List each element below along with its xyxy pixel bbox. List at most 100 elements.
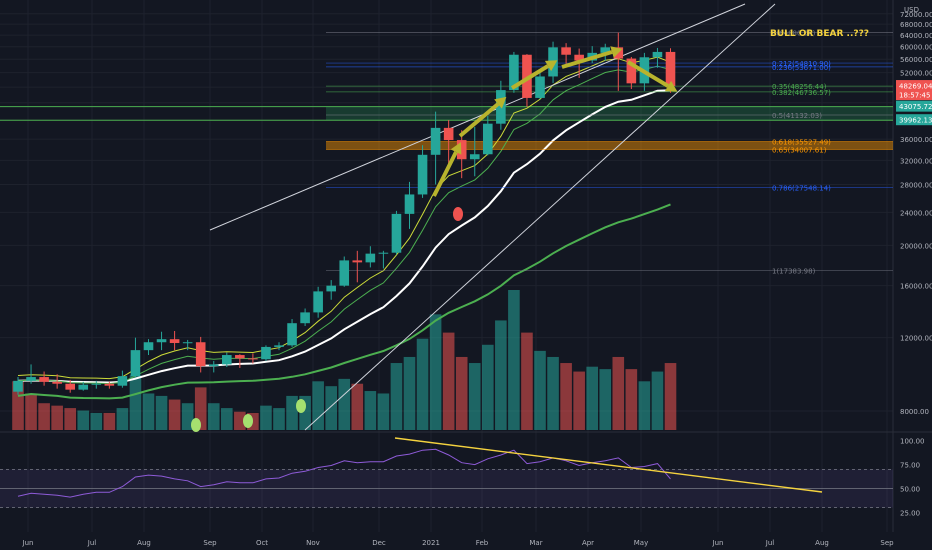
volume-bar [586,366,598,430]
arrow-head [450,142,462,155]
fib-label: 0.618(35527.49) [772,138,831,146]
candle-body [195,342,206,367]
volume-bar [638,381,651,430]
y-tick-label: 12000.00 [900,335,932,343]
candle-body [469,154,480,160]
buy-dot [191,418,201,432]
arrow-shaft [626,60,670,88]
arrow-head [610,46,623,58]
volume-bar [390,363,403,430]
candle-body [326,285,336,292]
volume-bar [416,338,429,430]
candle-body [561,47,571,55]
y-tick-label: 24000.00 [900,209,932,217]
fib-label: 0.212(54810.90) [772,60,831,68]
volume-bar [273,408,285,430]
x-tick-label: Oct [256,539,268,547]
volume-bar [442,332,455,430]
volume-bar [312,381,324,430]
volume-bar [377,393,390,430]
rsi-panel: 25.00 50.00 75.00 100.00 [0,437,925,517]
volume-bar [429,314,442,430]
sell-dot [453,207,463,221]
y-tick-label: 56000.00 [900,56,932,64]
annotation-arrows [432,46,678,197]
volume-bar [468,363,481,430]
volume-bar [612,356,625,430]
candle-body [39,377,49,382]
x-tick-label: Jun [22,539,34,547]
rsi-line [17,448,671,498]
candle-body [574,54,584,61]
candle-body [235,355,245,359]
buy-dot [243,414,253,428]
price-tag-label: 48269.04 [899,83,932,91]
fib-label: 1(17383.98) [772,268,816,276]
candle-body [600,47,611,53]
volume-bar [194,387,207,430]
ema-yellow [17,56,671,380]
candle-body [222,355,232,365]
volume-bar [90,412,103,430]
y-tick-label: 32000.00 [900,157,932,165]
candle-body [313,291,323,313]
arrow-head [494,96,507,109]
rsi-tick-label: 25.00 [900,509,920,517]
volume-bar [12,381,24,430]
y-tick-label: 64000.00 [900,32,932,40]
fib-label: 0.5(41132.03) [772,112,822,120]
y-tick-label: 60000.00 [900,44,932,52]
volume-bar [51,405,63,430]
x-tick-label: May [634,539,648,547]
volume-bar [573,371,585,430]
fib-label: 0.786(27548.14) [772,184,831,192]
candle-body [274,345,284,347]
x-tick-label: Mar [529,539,542,547]
candle-body [378,252,389,254]
x-tick-label: Aug [815,539,829,547]
y-tick-label: 20000.00 [900,242,932,250]
grid [0,0,932,532]
volume-bar [116,408,129,430]
price-tag-label: 43075.72 [899,103,932,111]
candle-body [248,358,258,360]
trend-lines [209,3,776,431]
volume-bars [12,290,677,430]
volume-bar [560,363,572,430]
volume-bar [142,393,155,430]
candle-body [182,342,193,344]
rsi-tick-label: 75.00 [900,462,920,470]
volume-bar [181,403,194,430]
support-zone-green [326,106,893,121]
candle-body [391,213,402,253]
currency-label: USD [904,6,919,14]
fib-label: 0.65(34007.61) [772,146,827,154]
arrow-head [664,80,678,92]
arrow-shaft [432,151,458,197]
trendline-upper [209,3,746,231]
candle-body [417,154,428,195]
volume-bar [234,411,246,430]
arrow-head [544,60,558,72]
x-tick-label: 2021 [422,539,440,547]
arrow-shaft [561,50,613,69]
x-tick-label: Jul [87,539,97,547]
x-tick-label: Sep [880,539,894,547]
candle-body [535,76,545,98]
volume-bar [521,332,533,430]
candle-body [456,140,467,160]
volume-bar [482,344,494,430]
rsi-tick-label: 50.00 [900,486,920,494]
candle-body [404,194,415,214]
candle-body [65,383,75,390]
volume-bar [286,395,298,430]
candle-body [130,350,141,377]
candle-body [652,51,663,58]
y-tick-label: 72000.00 [900,11,932,19]
candle-body [26,377,36,381]
volume-bar [547,356,559,430]
volume-bar [77,410,90,430]
arrow-shaft [510,64,550,90]
